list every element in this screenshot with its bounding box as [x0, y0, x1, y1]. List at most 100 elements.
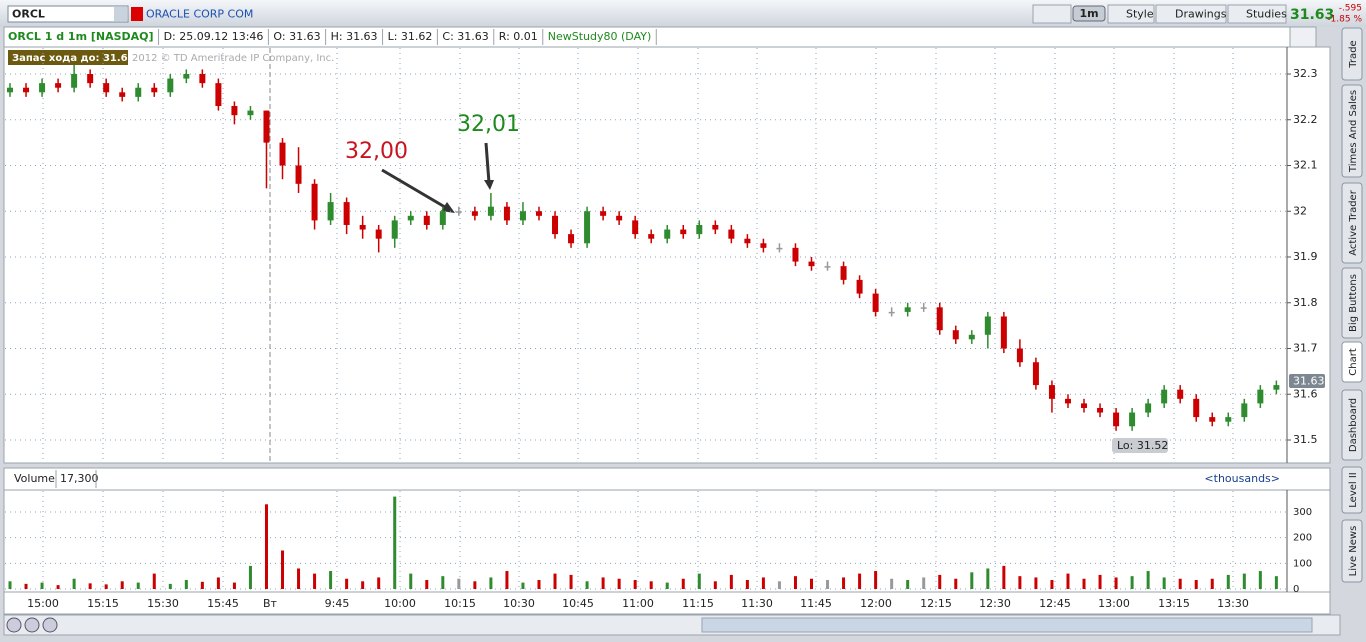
last-price: 31.63 — [1290, 7, 1334, 23]
side-tab[interactable] — [1341, 389, 1363, 461]
volume-bar — [521, 582, 525, 589]
x-tick-label: 12:30 — [979, 597, 1011, 610]
arrowhead — [484, 180, 494, 190]
drawings-button[interactable] — [1155, 4, 1227, 24]
scroll-thumb[interactable] — [701, 617, 1313, 633]
candle-body — [552, 215, 559, 235]
candle-body — [215, 83, 222, 107]
candle-body — [263, 110, 270, 143]
candle-body — [471, 211, 478, 216]
volume-bar — [938, 574, 942, 589]
chart-settings[interactable] — [1289, 26, 1317, 48]
candle-body — [151, 87, 158, 93]
candle-body — [295, 165, 302, 184]
volume-units: <thousands> — [1204, 472, 1280, 485]
volume-bar — [264, 504, 268, 589]
annotation: 32,01 — [457, 112, 520, 137]
volume-bar — [232, 582, 236, 589]
candle-body — [712, 224, 719, 230]
side-tab[interactable] — [1341, 84, 1363, 178]
side-tab[interactable] — [1341, 27, 1363, 81]
studies-button[interactable] — [1227, 4, 1287, 24]
side-tab-label: Level II — [1348, 472, 1359, 507]
x-tick-label: 10:45 — [562, 597, 594, 610]
volume-bar — [184, 580, 188, 589]
volume-bar — [954, 578, 958, 589]
side-tab-label: Live News — [1348, 526, 1359, 577]
volume-bar — [1162, 577, 1166, 589]
volume-bar — [633, 580, 637, 589]
candle-body — [1161, 389, 1168, 404]
volume-bar — [585, 581, 589, 589]
volume-bar — [681, 578, 685, 589]
volume-bar — [922, 577, 926, 589]
volume-bar — [649, 581, 653, 589]
candle-body — [584, 211, 591, 244]
info-field: R: 0.01 — [499, 30, 538, 43]
candle-body — [39, 83, 46, 93]
copyright: 2012 © TD Ameritrade IP Company, Inc. — [132, 53, 334, 64]
side-tab[interactable] — [1341, 341, 1363, 383]
y-tick-label: 200 — [1293, 533, 1312, 544]
volume-bar — [970, 572, 974, 589]
volume-bar — [1194, 580, 1198, 589]
x-tick-label: 15:30 — [147, 597, 179, 610]
volume-bar — [168, 583, 172, 589]
volume-bar — [1066, 573, 1070, 589]
candle-body — [664, 229, 671, 239]
candle-body — [984, 316, 991, 335]
range-label: Запас хода до: 31.65 — [12, 53, 135, 64]
side-tab[interactable] — [1341, 267, 1363, 339]
volume-bar — [1178, 578, 1182, 589]
volume-bar — [409, 573, 413, 589]
info-field: O: 31.63 — [273, 30, 320, 43]
candle-body — [1209, 417, 1216, 422]
dropdown[interactable] — [114, 7, 127, 21]
y-tick-label: 31.8 — [1293, 296, 1318, 309]
side-tab[interactable] — [1341, 182, 1363, 264]
side-tab-label: Active Trader — [1348, 189, 1359, 255]
candle-body — [872, 293, 879, 312]
candle-body — [247, 110, 254, 116]
volume-bar — [1034, 577, 1038, 589]
volume-bar — [200, 581, 204, 589]
side-tab[interactable] — [1341, 466, 1363, 514]
volume-bar — [553, 573, 557, 589]
tools-button[interactable] — [1032, 4, 1072, 24]
candle-body — [1225, 417, 1232, 422]
zoom-buttons[interactable] — [6, 617, 58, 633]
interval-button[interactable] — [1072, 5, 1106, 22]
side-tab[interactable] — [1341, 519, 1363, 583]
y-tick-label: 300 — [1293, 507, 1312, 518]
candle-body — [952, 330, 959, 340]
y-tick-label: 32.2 — [1293, 113, 1318, 126]
candle-body — [1241, 403, 1248, 418]
volume-bar — [874, 571, 878, 589]
candle-body — [696, 224, 703, 235]
candle-body — [87, 74, 94, 84]
time-axis — [3, 591, 1331, 615]
symbol-box[interactable] — [7, 5, 129, 23]
candle-body — [327, 202, 334, 221]
side-tab-label: Trade — [1348, 40, 1359, 68]
candle-body — [680, 229, 687, 235]
candle-body — [760, 243, 767, 248]
info-field: H: 31.63 — [331, 30, 378, 43]
candle-body — [920, 307, 927, 309]
volume-bar — [441, 576, 445, 589]
style-button[interactable] — [1107, 4, 1155, 24]
arrowhead — [441, 202, 455, 213]
change-pct: -1.85 % — [1327, 15, 1362, 25]
volume-bar — [1226, 574, 1230, 589]
volume-bar — [457, 578, 461, 589]
side-tab-label: Dashboard — [1348, 398, 1359, 452]
candle-body — [1129, 412, 1136, 427]
annotation: 32,00 — [345, 139, 408, 164]
last-price-badge — [1289, 374, 1325, 388]
volume-bar — [88, 583, 92, 589]
x-tick-label: Вт — [263, 597, 278, 610]
volume-bar — [617, 578, 621, 589]
arrow — [484, 142, 491, 184]
symbol: ORCL — [12, 8, 45, 21]
style: Style — [1126, 8, 1154, 21]
